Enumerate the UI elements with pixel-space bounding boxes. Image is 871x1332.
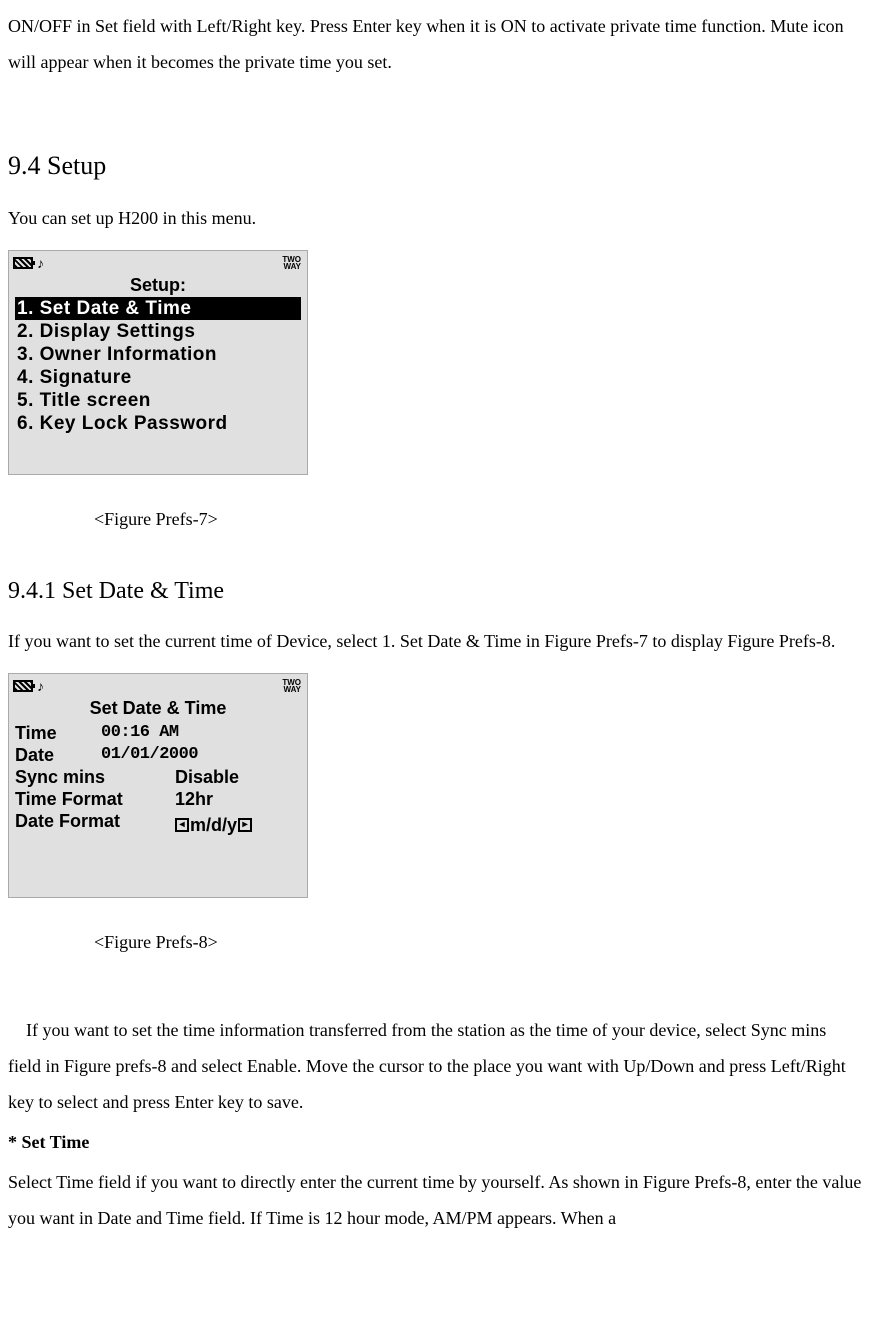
right-arrow-icon[interactable]: ▸ — [238, 818, 252, 832]
screen-title-setup: Setup: — [9, 273, 307, 297]
status-bar: ♪ TWO WAY — [9, 251, 307, 273]
figure-caption-8: <Figure Prefs-8> — [8, 924, 863, 960]
battery-icon — [13, 257, 33, 269]
set-time-heading: * Set Time — [8, 1124, 863, 1160]
status-left-2: ♪ — [13, 679, 44, 693]
sound-icon-2: ♪ — [37, 679, 44, 693]
sync-label: Sync mins — [15, 768, 163, 786]
datefmt-label: Date Format — [15, 812, 163, 834]
datefmt-value-wrap: ◂ m/d/y ▸ — [163, 812, 301, 834]
sync-paragraph: If you want to set the time information … — [8, 1012, 863, 1120]
device-screen-setup: ♪ TWO WAY Setup: 1. Set Date & Time 2. D… — [8, 250, 308, 475]
screen-title-datetime: Set Date & Time — [9, 696, 307, 720]
date-label: Date — [15, 746, 101, 764]
section-9-4-1-heading: 9.4.1 Set Date & Time — [8, 567, 863, 615]
timefmt-label: Time Format — [15, 790, 163, 808]
menu-item-set-date-time[interactable]: 1. Set Date & Time — [15, 297, 301, 320]
twoway-indicator-2: TWO WAY — [282, 679, 301, 693]
intro-paragraph: ON/OFF in Set field with Left/Right key.… — [8, 8, 863, 80]
set-time-paragraph: Select Time field if you want to directl… — [8, 1164, 863, 1236]
section-9-4-heading: 9.4 Setup — [8, 140, 863, 192]
status-bar-2: ♪ TWO WAY — [9, 674, 307, 696]
menu-item-title-screen[interactable]: 5. Title screen — [15, 389, 301, 412]
timefmt-value: 12hr — [163, 790, 301, 808]
battery-icon-2 — [13, 680, 33, 692]
menu-item-display-settings[interactable]: 2. Display Settings — [15, 320, 301, 343]
menu-item-owner-info[interactable]: 3. Owner Information — [15, 343, 301, 366]
section-9-4-1-desc: If you want to set the current time of D… — [8, 623, 863, 659]
date-value: 01/01/2000 — [101, 746, 301, 764]
twoway-indicator: TWO WAY — [282, 256, 301, 270]
settings-body: Time 00:16 AM Date 01/01/2000 Sync mins … — [9, 720, 307, 838]
left-arrow-icon[interactable]: ◂ — [175, 818, 189, 832]
datefmt-value: m/d/y — [190, 816, 237, 834]
time-value: 00:16 AM — [101, 724, 301, 742]
device-screen-datetime: ♪ TWO WAY Set Date & Time Time 00:16 AM … — [8, 673, 308, 898]
sync-value: Disable — [163, 768, 301, 786]
row-time[interactable]: Time 00:16 AM — [15, 722, 301, 744]
twoway-line2-2: WAY — [282, 686, 301, 693]
time-label: Time — [15, 724, 101, 742]
section-9-4-desc: You can set up H200 in this menu. — [8, 200, 863, 236]
row-sync[interactable]: Sync mins Disable — [15, 766, 301, 788]
figure-caption-7: <Figure Prefs-7> — [8, 501, 863, 537]
row-datefmt[interactable]: Date Format ◂ m/d/y ▸ — [15, 810, 301, 836]
row-timefmt[interactable]: Time Format 12hr — [15, 788, 301, 810]
menu-item-key-lock[interactable]: 6. Key Lock Password — [15, 412, 301, 435]
menu-item-signature[interactable]: 4. Signature — [15, 366, 301, 389]
twoway-line2: WAY — [282, 263, 301, 270]
status-left: ♪ — [13, 256, 44, 270]
setup-menu-list: 1. Set Date & Time 2. Display Settings 3… — [9, 297, 307, 435]
row-date[interactable]: Date 01/01/2000 — [15, 744, 301, 766]
sound-icon: ♪ — [37, 256, 44, 270]
